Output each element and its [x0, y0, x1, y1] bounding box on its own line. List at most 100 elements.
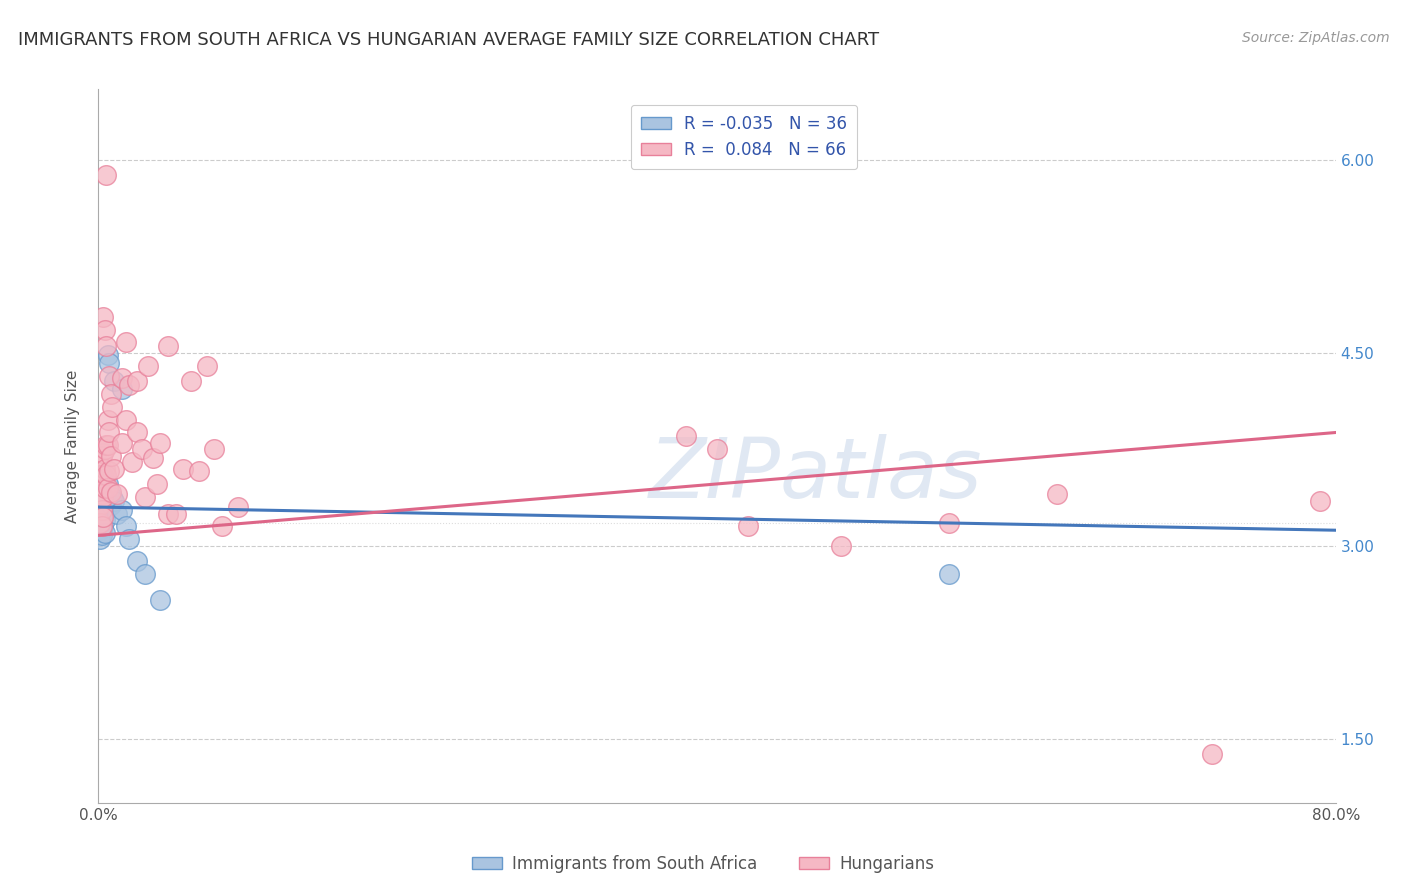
Point [90, 502, 112, 516]
Point [830, 539, 852, 553]
Point [90, 502, 112, 516]
Point [105, 487, 128, 501]
Point [89, 510, 111, 524]
Point [105, 507, 128, 521]
Point [165, 507, 187, 521]
Point [90, 519, 112, 533]
Point [204, 442, 226, 457]
Point [91, 519, 114, 533]
Point [93, 513, 115, 527]
Point [89, 498, 111, 512]
Point [211, 519, 233, 533]
Point [115, 335, 138, 350]
Point [91, 467, 114, 482]
Point [90, 487, 112, 501]
Point [173, 461, 195, 475]
Point [136, 359, 159, 373]
Point [90, 528, 112, 542]
Point [188, 464, 211, 478]
Point [97, 481, 120, 495]
Point [98, 425, 121, 440]
Point [91, 510, 114, 524]
Point [146, 477, 169, 491]
Legend: Immigrants from South Africa, Hungarians: Immigrants from South Africa, Hungarians [465, 848, 941, 880]
Point [938, 566, 960, 581]
Point [96, 339, 118, 353]
Point [98, 368, 121, 383]
Point [127, 425, 149, 440]
Point [101, 490, 124, 504]
Point [1046, 487, 1069, 501]
Point [93, 498, 115, 512]
Point [93, 525, 115, 540]
Point [93, 461, 115, 475]
Point [96, 487, 118, 501]
Point [1309, 493, 1331, 508]
Point [115, 412, 138, 426]
Point [111, 435, 134, 450]
Text: ZIPatlas: ZIPatlas [650, 434, 983, 515]
Point [149, 435, 172, 450]
Point [89, 533, 111, 547]
Legend: R = -0.035   N = 36, R =  0.084   N = 66: R = -0.035 N = 36, R = 0.084 N = 66 [631, 104, 858, 169]
Point [97, 493, 120, 508]
Y-axis label: Average Family Size: Average Family Size [65, 369, 80, 523]
Point [103, 493, 125, 508]
Point [706, 442, 728, 457]
Point [101, 400, 124, 414]
Point [97, 438, 120, 452]
Point [91, 472, 114, 486]
Point [111, 371, 134, 385]
Point [97, 412, 120, 426]
Point [93, 323, 115, 337]
Point [100, 498, 122, 512]
Point [226, 500, 249, 514]
Point [90, 484, 112, 499]
Point [737, 519, 759, 533]
Point [103, 461, 125, 475]
Point [96, 169, 118, 183]
Point [93, 442, 115, 457]
Point [100, 387, 122, 401]
Point [118, 378, 141, 392]
Text: Source: ZipAtlas.com: Source: ZipAtlas.com [1241, 31, 1389, 45]
Point [91, 490, 114, 504]
Point [111, 502, 134, 516]
Point [89, 458, 111, 473]
Point [938, 516, 960, 530]
Point [180, 374, 202, 388]
Point [91, 490, 114, 504]
Point [89, 477, 111, 491]
Point [111, 382, 134, 396]
Point [127, 554, 149, 568]
Point [100, 484, 122, 499]
Point [675, 429, 697, 443]
Point [118, 533, 141, 547]
Point [96, 438, 118, 452]
Point [98, 464, 121, 478]
Point [142, 451, 165, 466]
Point [90, 449, 112, 463]
Point [121, 455, 143, 469]
Point [98, 356, 121, 370]
Point [195, 359, 218, 373]
Point [127, 374, 149, 388]
Point [97, 477, 120, 491]
Point [149, 592, 172, 607]
Point [91, 446, 114, 460]
Point [97, 348, 120, 362]
Point [115, 519, 138, 533]
Point [93, 481, 115, 495]
Point [103, 374, 125, 388]
Point [96, 467, 118, 482]
Point [100, 449, 122, 463]
Point [93, 481, 115, 495]
Point [90, 516, 112, 530]
Point [96, 502, 118, 516]
Point [1201, 747, 1223, 761]
Point [89, 516, 111, 530]
Point [89, 493, 111, 508]
Point [89, 523, 111, 537]
Point [134, 490, 156, 504]
Point [98, 484, 121, 499]
